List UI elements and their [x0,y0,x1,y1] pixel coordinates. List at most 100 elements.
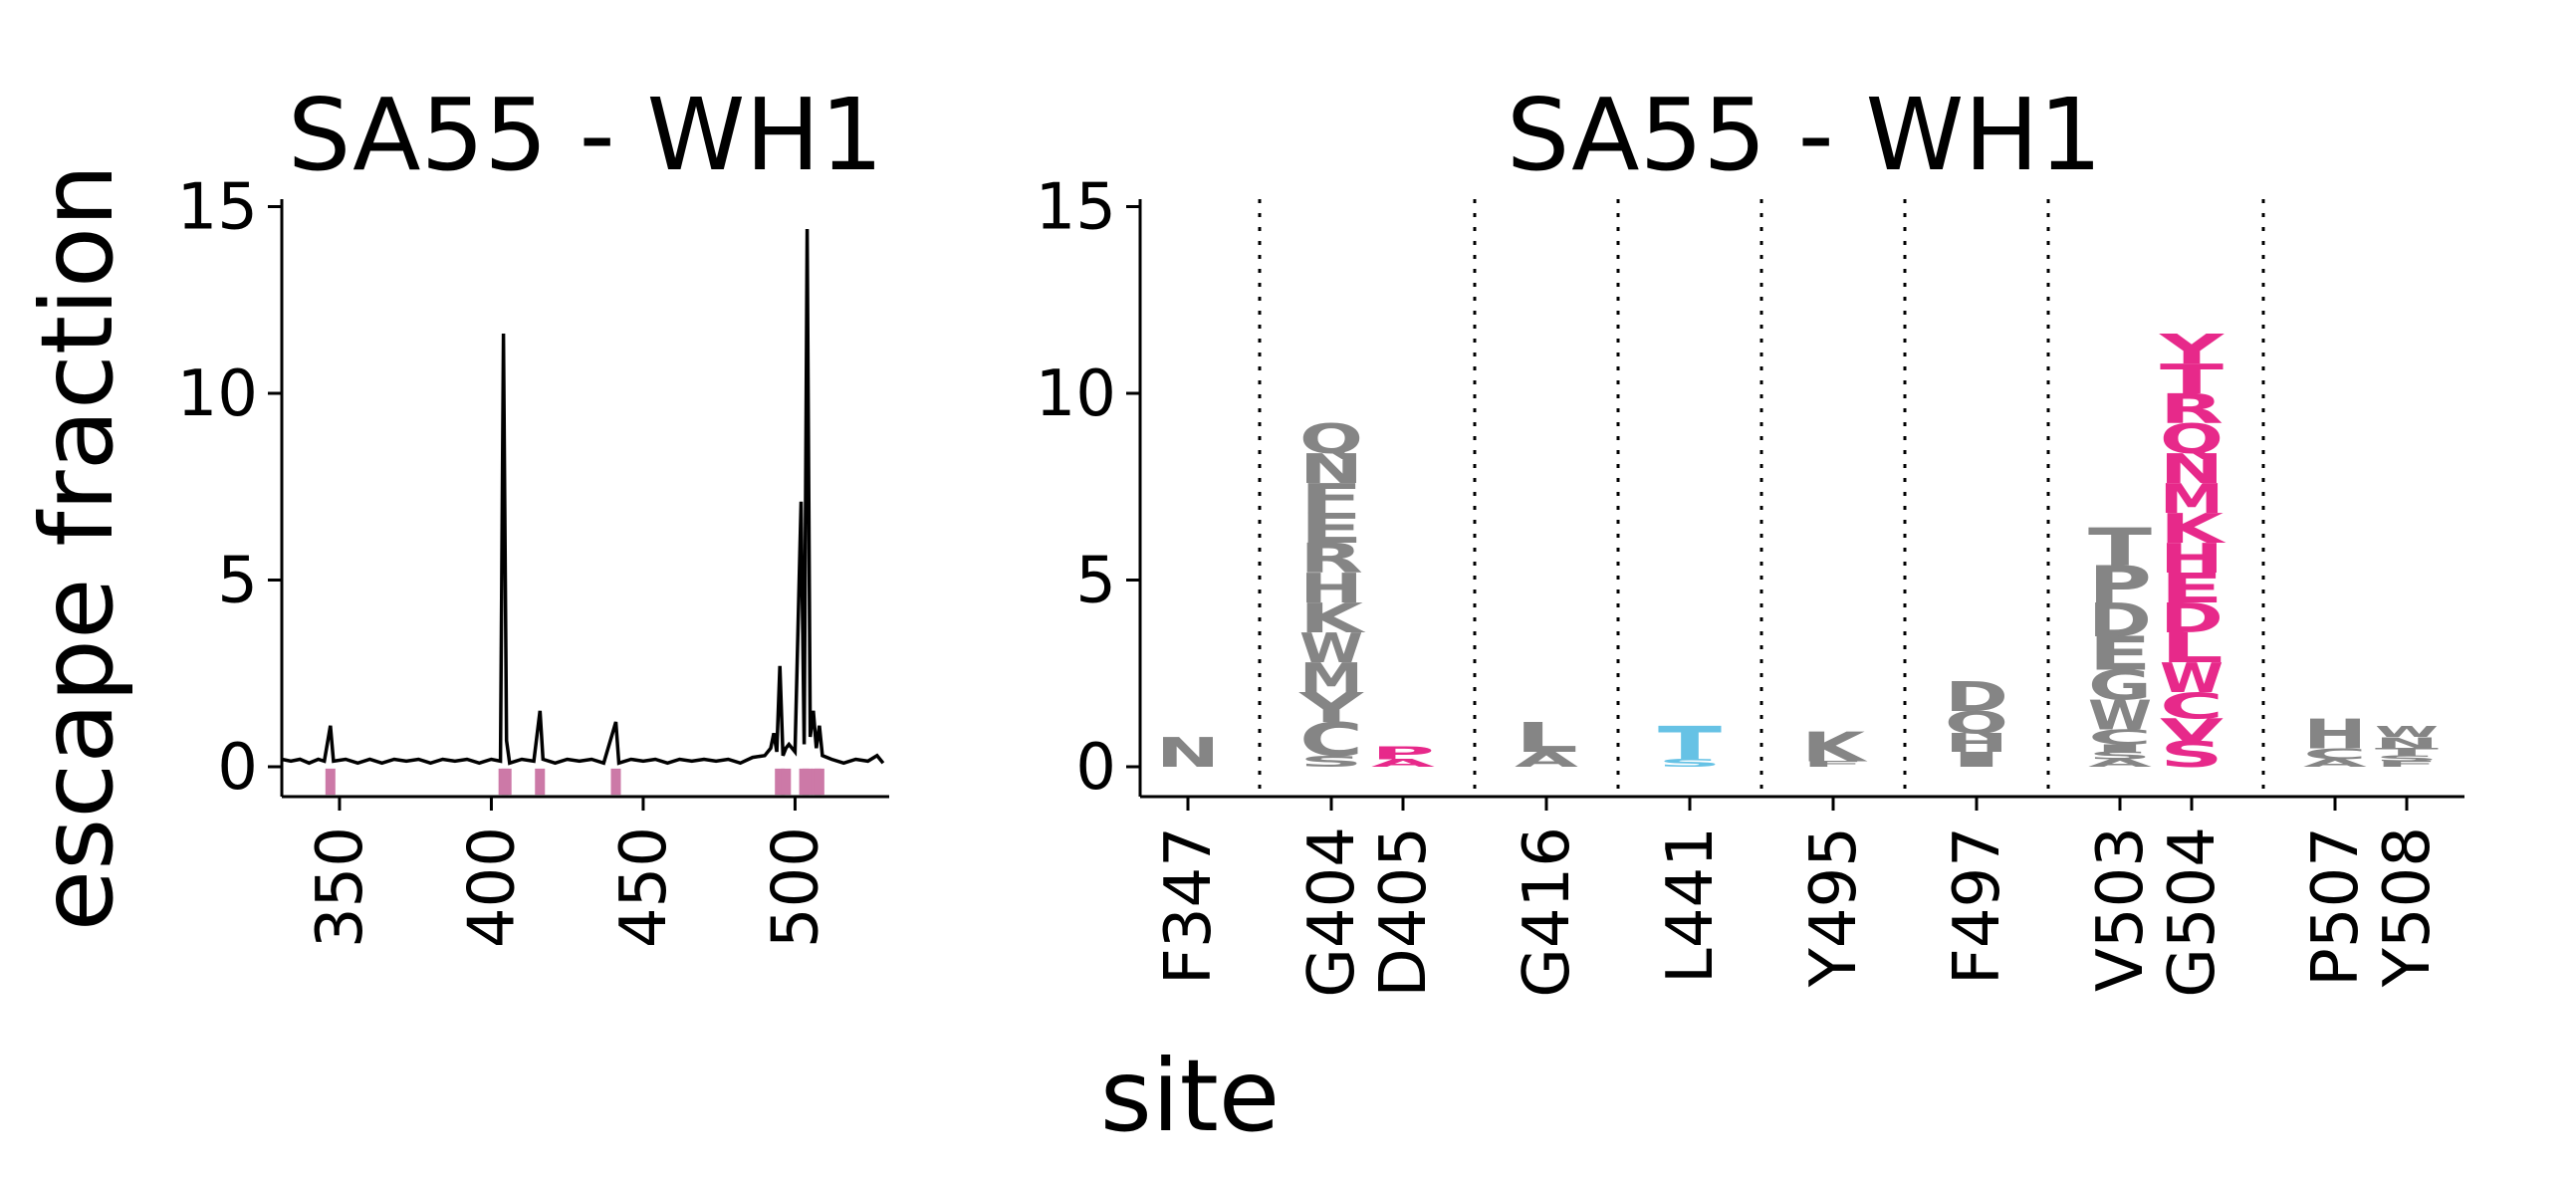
logo-letter: E [2088,627,2152,680]
logo-letter-glyph: M [1299,654,1363,702]
logo-letter: F [1299,475,1363,523]
logo-letter-glyph: Q [1945,705,2008,741]
logo-letter-glyph: P [1371,743,1435,764]
logo-letter: S [1658,757,1722,769]
logo-letter-glyph: D [2088,594,2152,647]
site-label: P507 [2299,826,2373,987]
logo-letter: D [2160,594,2224,642]
site-marker [781,768,792,796]
logo-letter-glyph: S [1299,753,1363,771]
x-axis-label: site [1100,1038,1281,1154]
logo-letter-glyph: M [2160,475,2224,523]
logo-letter: T [2160,355,2224,403]
logo-letter-glyph: H [2160,535,2224,583]
logo-letter: R [2160,385,2224,433]
logo-letter: M [2160,475,2224,523]
logo-letter-glyph: K [2160,505,2226,553]
logo-letter: L [1515,714,1578,762]
logo-letter-glyph: I [1945,748,2008,772]
logo-letter: Q [1945,705,2008,741]
logo-letter: C [2303,745,2367,763]
logo-letter-glyph: E [2160,565,2224,612]
x-tick-label: 450 [607,826,681,948]
logo-letter-glyph: A [1515,748,1578,772]
line-plot-marks: 0 5 10 15 350 400 450 500 [177,171,889,948]
site-label: D405 [1367,826,1441,997]
logo-letter-glyph: F [1801,760,1865,769]
logo-letter-glyph: W [2375,723,2439,741]
site-label: F497 [1941,826,2014,985]
logo-letter-glyph: D [2160,594,2224,642]
logo-letter-glyph: N [2375,734,2439,752]
site-label: V503 [2084,826,2158,992]
logo-letter: W [2375,723,2439,741]
logo-letter: Q [1299,415,1363,463]
site-marker [775,768,786,796]
site-label: F347 [1152,826,1226,985]
logo-letter-glyph: A [2303,757,2367,769]
logo-letter: L [2160,624,2224,672]
logo-letter: K [1801,724,1868,772]
logo-letter: W [2088,692,2152,740]
logo-letter: N [1299,445,1363,493]
logo-letter: I [1945,748,2008,772]
logo-letter: M [1299,654,1363,702]
logo-letter: S [2375,754,2439,763]
x-tick-label: 350 [304,826,377,948]
logo-letter: C [2160,685,2224,727]
logo-letter-glyph: Q [1299,415,1363,463]
logo-letter: D [1945,673,2008,721]
logo-letter: S [1299,753,1363,771]
logo-letter-glyph: D [1945,673,2008,721]
logo-letter: A [1371,757,1435,769]
site-label: L441 [1654,826,1728,984]
line-plot-title: SA55 - WH1 [288,77,883,193]
logo-letter-glyph: G [2088,662,2152,710]
y-tick-label: 10 [1036,357,1116,431]
logo-letter: C [2088,726,2152,750]
logo-letter: N [2375,734,2439,752]
logo-letter: N [1156,729,1220,777]
logo-letter: H [1945,728,2008,758]
site-marker [501,768,512,796]
logo-letter-glyph: S [1658,757,1722,769]
logo-letter-glyph: T [2088,518,2152,578]
logo-letter-glyph: I [2088,742,2152,754]
x-tick-label: 500 [759,826,832,948]
site-marker [802,768,813,796]
line-plot-panel: SA55 - WH1 0 5 10 15 350 400 450 500 [177,77,889,948]
logo-letter: T [1658,717,1722,770]
site-marker [325,768,336,796]
logo-letter-glyph: F [1299,475,1363,523]
logo-letter: Y [1298,684,1365,732]
logo-letter: V [2160,712,2224,748]
logo-letter: F [1801,760,1865,769]
y-tick-label: 0 [217,731,258,805]
y-axis-label: escape fraction [19,164,135,932]
logo-letter-glyph: W [2160,654,2224,702]
logo-letter-glyph: L [2160,624,2224,672]
site-marker [535,768,546,796]
logo-letter-glyph: W [2088,692,2152,740]
logo-letter-glyph: T [1658,717,1722,770]
logo-letter-glyph: R [1299,535,1363,583]
site-label: G504 [2156,826,2229,998]
logo-letter: A [1515,748,1578,772]
logo-letter: K [1299,594,1366,642]
logo-letter-glyph: H [1945,728,2008,758]
logo-letter-glyph: Y [2159,326,2225,373]
logo-letter-glyph: F [2375,760,2439,769]
logo-letter-glyph: T [2375,746,2440,758]
y-tick-label: 0 [1075,731,1116,805]
logo-letter: T [2375,746,2440,758]
logo-letter: Q [2160,415,2224,463]
logo-letter-glyph: S [2160,734,2224,776]
logo-letter: H [2303,711,2367,759]
logo-letter: Y [2159,326,2225,373]
logo-letter-glyph: N [1156,729,1220,777]
logo-letter-glyph: H [2303,711,2367,759]
logo-letter-glyph: N [1299,445,1363,493]
logo-letter: H [2160,535,2224,583]
logo-letter-glyph: H [1299,565,1363,612]
y-tick-label: 15 [177,171,258,245]
